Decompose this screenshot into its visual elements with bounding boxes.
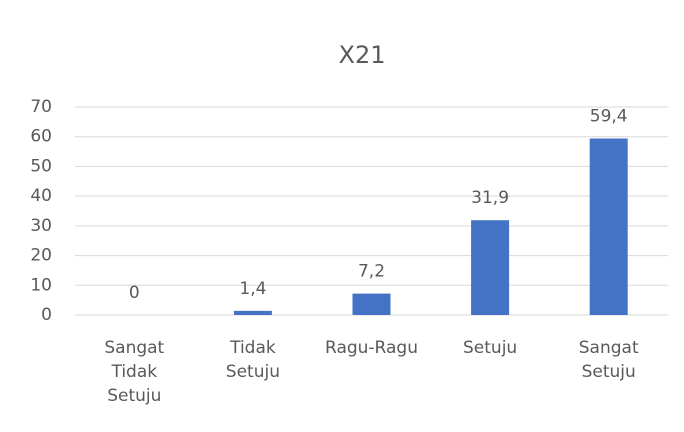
y-tick-label: 0 [41, 305, 52, 325]
data-label: 7,2 [358, 262, 385, 282]
bar [352, 293, 391, 315]
y-tick-label: 20 [30, 246, 52, 266]
x-tick-label: Setuju [463, 338, 517, 358]
y-tick-label: 60 [30, 127, 52, 147]
x-tick-label: Tidak Setuju [226, 338, 280, 382]
y-tick-label: 50 [30, 156, 52, 176]
bar [589, 138, 628, 315]
y-tick-label: 10 [30, 275, 52, 295]
y-tick-label: 30 [30, 216, 52, 236]
y-tick-label: 70 [30, 97, 52, 117]
x-tick-label: Sangat Setuju [579, 338, 639, 382]
data-label: 59,4 [590, 106, 628, 126]
data-label: 1,4 [239, 279, 266, 299]
bar [233, 310, 272, 315]
bar [471, 220, 510, 315]
y-tick-label: 40 [30, 186, 52, 206]
chart-title: X21 [339, 41, 386, 69]
data-label: 31,9 [471, 188, 509, 208]
data-label: 0 [129, 283, 140, 303]
x-tick-label: Sangat Tidak Setuju [104, 338, 164, 406]
x-tick-label: Ragu-Ragu [325, 338, 418, 358]
